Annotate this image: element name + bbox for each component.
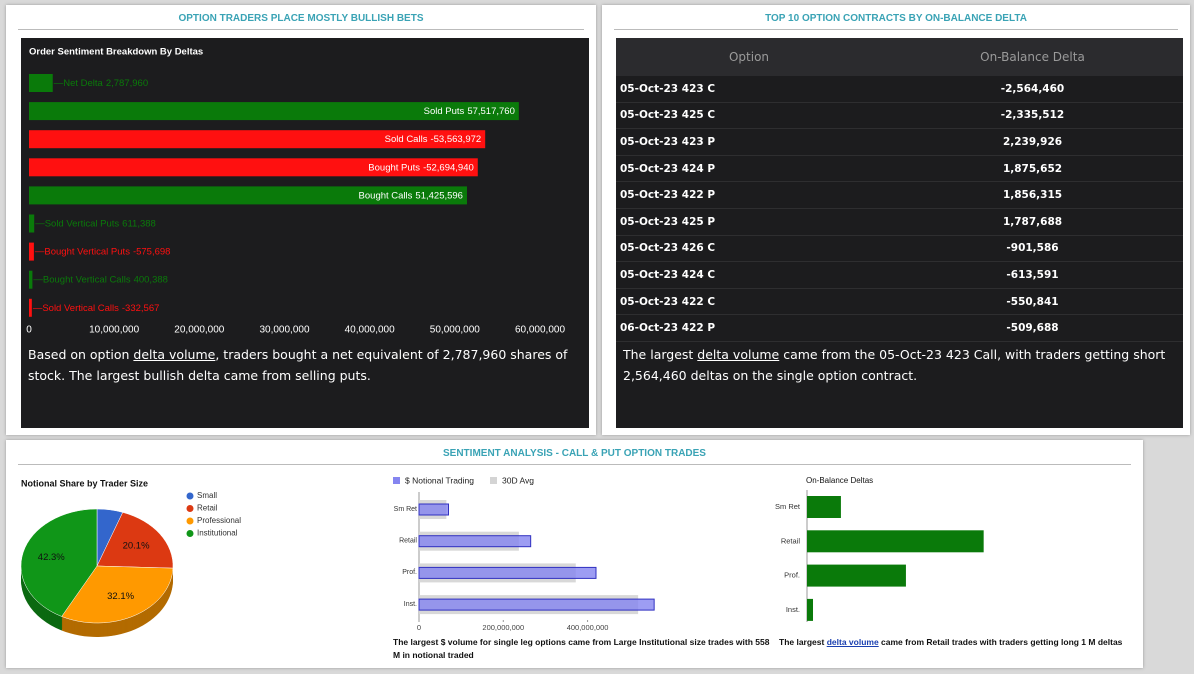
column-header: On-Balance Delta [882,38,1183,76]
table-row: 05-Oct-23 422 C -550,841 [616,288,1183,316]
text: came from the 05-Oct-23 423 Call, with t… [623,347,1166,383]
table-cell: 05-Oct-23 422 C [616,288,882,316]
table-cell: -613,591 [882,261,1183,289]
text: , traders bought a net equivalent of 2,7… [28,347,568,383]
table-cell: 1,875,652 [882,155,1183,183]
table-cell: -2,564,460 [882,76,1183,103]
note: The largest delta volume came from Retai… [779,636,1139,649]
panel-title: TOP 10 OPTION CONTRACTS BY ON-BALANCE DE… [765,13,1027,24]
table-cell: 06-Oct-23 422 P [616,314,882,342]
table-row: 05-Oct-23 426 C -901,586 [616,235,1183,263]
table-row: 05-Oct-23 425 C -2,335,512 [616,102,1183,130]
table-row: 06-Oct-23 422 P -509,688 [616,314,1183,342]
table-row: 05-Oct-23 424 C -613,591 [616,261,1183,289]
text: came from Retail trades with traders get… [878,637,1123,647]
table-cell: -550,841 [882,288,1183,316]
table-cell: 05-Oct-23 425 C [616,102,882,130]
summary: Based on option delta volume, traders bo… [28,344,583,386]
text: The largest [779,637,827,647]
table-row: 05-Oct-23 423 C -2,564,460 [616,76,1183,103]
link[interactable]: delta volume [697,347,780,362]
table-cell: 05-Oct-23 423 C [616,76,882,103]
table-row: 05-Oct-23 424 P 1,875,652 [616,155,1183,183]
table-row: 05-Oct-23 422 P 1,856,315 [616,181,1183,209]
text: The largest [623,347,698,362]
table-row: 05-Oct-23 425 P 1,787,688 [616,208,1183,236]
summary: The largest delta volume came from the 0… [623,344,1173,386]
table-cell: 05-Oct-23 422 P [616,181,882,209]
table-row: 05-Oct-23 423 P 2,239,926 [616,128,1183,156]
table-cell: 2,239,926 [882,128,1183,156]
link[interactable]: delta volume [826,637,879,647]
table-cell: 05-Oct-23 424 C [616,261,882,289]
table-cell: -509,688 [882,314,1183,342]
column-header: Option [616,38,882,76]
table-cell: 05-Oct-23 426 C [616,235,882,263]
bottom-panel: SENTIMENT ANALYSIS - CALL & PUT OPTION T… [6,440,1143,668]
panel-title: SENTIMENT ANALYSIS - CALL & PUT OPTION T… [443,448,706,459]
table-cell: 05-Oct-23 423 P [616,128,882,156]
table-cell: 1,787,688 [882,208,1183,236]
panel-title: OPTION TRADERS PLACE MOSTLY BULLISH BETS [178,13,424,24]
table-cell: 05-Oct-23 425 P [616,208,882,236]
contracts-table: Option On-Balance Delta 05-Oct-23 423 C -2… [616,38,1183,342]
table-cell: -2,335,512 [882,102,1183,130]
table-cell: -901,586 [882,235,1183,263]
note: The largest $ volume for single leg opti… [393,637,770,660]
text: Based on option [28,347,134,362]
table-cell: 1,856,315 [882,181,1183,209]
link[interactable]: delta volume [133,347,216,362]
table-cell: 05-Oct-23 424 P [616,155,882,183]
